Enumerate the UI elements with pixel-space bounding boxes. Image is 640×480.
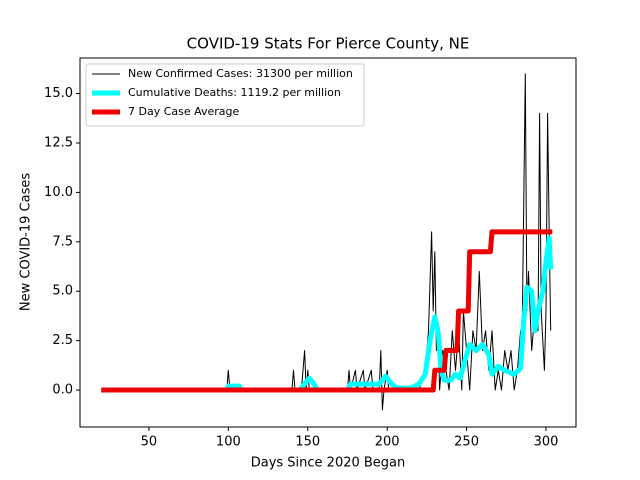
y-tick-label: 2.5 xyxy=(52,333,73,348)
y-tick-label: 15.0 xyxy=(44,86,73,101)
x-tick-label: 300 xyxy=(534,435,559,450)
y-tick-label: 7.5 xyxy=(52,234,73,249)
y-tick-label: 12.5 xyxy=(44,135,73,150)
series-line xyxy=(101,235,554,393)
legend-label: 7 Day Case Average xyxy=(128,105,240,118)
x-tick-label: 50 xyxy=(141,435,158,450)
plot-frame xyxy=(79,57,577,428)
x-tick-label: 100 xyxy=(216,435,241,450)
y-tick-label: 5.0 xyxy=(52,284,73,299)
chart-title: COVID-19 Stats For Pierce County, NE xyxy=(187,35,470,53)
series-line xyxy=(101,229,553,393)
x-tick-label: 150 xyxy=(295,435,320,450)
y-tick-label: 0.0 xyxy=(52,383,73,398)
x-tick-label: 250 xyxy=(454,435,479,450)
x-axis-label: Days Since 2020 Began xyxy=(251,456,406,471)
legend-label: New Confirmed Cases: 31300 per million xyxy=(128,67,353,80)
legend-box xyxy=(85,63,365,127)
y-tick-label: 10.0 xyxy=(44,185,73,200)
legend-label: Cumulative Deaths: 1119.2 per million xyxy=(128,86,341,99)
y-axis-label: New COVID-19 Cases xyxy=(19,173,34,311)
x-tick-label: 200 xyxy=(375,435,400,450)
